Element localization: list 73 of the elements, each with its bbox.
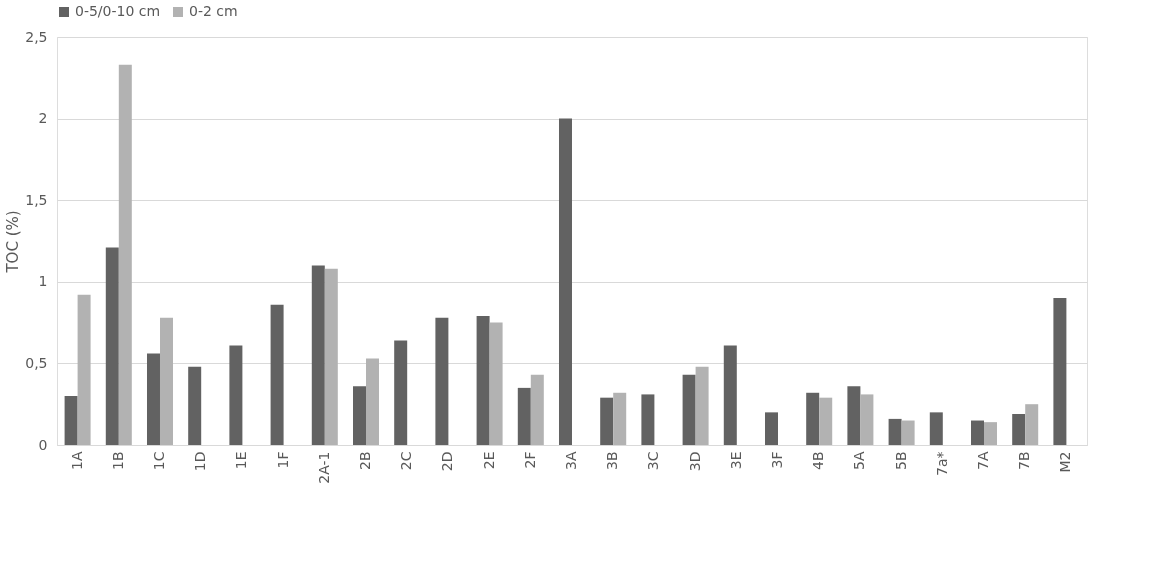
x-tick-label: 5A	[851, 451, 868, 470]
bar	[146, 353, 160, 445]
x-tick-label: 1A	[68, 451, 85, 470]
bar	[270, 304, 284, 445]
x-tick-label: 3F	[769, 451, 785, 469]
bar	[888, 418, 902, 445]
bar	[764, 412, 778, 445]
x-tick-label: 1C	[151, 451, 167, 471]
x-tick-label: 2C	[398, 451, 415, 471]
x-tick-label: 3E	[727, 451, 744, 470]
bar	[600, 397, 614, 445]
x-tick-label: 7a*	[933, 451, 950, 476]
bar	[695, 366, 709, 445]
bar	[970, 420, 984, 445]
x-tick-label: 2A-1	[315, 451, 332, 484]
bar	[929, 412, 943, 445]
x-tick-label: M2	[1057, 451, 1074, 473]
x-tick-label: 3D	[686, 451, 703, 472]
x-tick-label: 1E	[233, 451, 250, 470]
bar	[530, 374, 544, 445]
x-tick-label: 5B	[892, 451, 909, 471]
x-tick-label: 3A	[563, 451, 579, 470]
bar	[311, 265, 325, 445]
bar	[64, 396, 78, 445]
bar	[160, 317, 174, 445]
bar	[394, 340, 408, 445]
bar	[105, 247, 119, 445]
bar	[118, 64, 132, 445]
x-tick-label: 1B	[109, 451, 126, 471]
bar	[366, 358, 380, 445]
y-axis-title: TOC (%)	[4, 210, 23, 274]
legend-label: 0-5/0-10 cm	[75, 3, 161, 19]
x-tick-label: 3B	[604, 451, 621, 471]
x-tick-label: 2F	[521, 451, 538, 469]
bar	[77, 294, 91, 445]
bar	[847, 386, 861, 445]
bar	[435, 317, 449, 445]
bar	[1053, 298, 1067, 445]
bar	[984, 422, 998, 445]
bar	[229, 345, 243, 445]
y-tick-label: 2,5	[25, 28, 48, 45]
x-tick-label: 7A	[975, 451, 991, 470]
bar	[723, 345, 737, 445]
y-tick-label: 1,5	[25, 191, 48, 208]
bar	[1025, 404, 1039, 445]
x-tick-label: 2E	[480, 451, 497, 470]
y-tick-label: 0	[38, 436, 48, 453]
x-tick-label: 2D	[439, 451, 456, 472]
x-tick-label: 7B	[1016, 451, 1033, 471]
bar	[188, 366, 202, 445]
bar	[682, 374, 696, 445]
bar	[819, 397, 833, 445]
bar	[860, 394, 874, 445]
bar	[806, 392, 820, 445]
x-tick-label: 3C	[645, 451, 662, 471]
bar	[517, 387, 531, 445]
y-tick-label: 0,5	[25, 354, 48, 371]
x-tick-label: 1D	[192, 451, 209, 472]
x-tick-label: 1F	[274, 451, 291, 469]
bar	[558, 118, 572, 445]
bar	[1012, 413, 1026, 445]
y-tick-label: 2	[38, 110, 48, 127]
x-tick-label: 2B	[357, 451, 373, 471]
bar	[613, 392, 627, 445]
y-tick-label: 1	[38, 273, 48, 290]
bar	[324, 268, 338, 445]
bar	[352, 386, 366, 445]
legend-label: 0-2 cm	[189, 3, 238, 19]
x-tick-label: 4B	[810, 451, 827, 471]
bar	[489, 322, 503, 445]
bar	[641, 394, 655, 445]
bar	[901, 420, 915, 445]
bar	[476, 316, 490, 445]
